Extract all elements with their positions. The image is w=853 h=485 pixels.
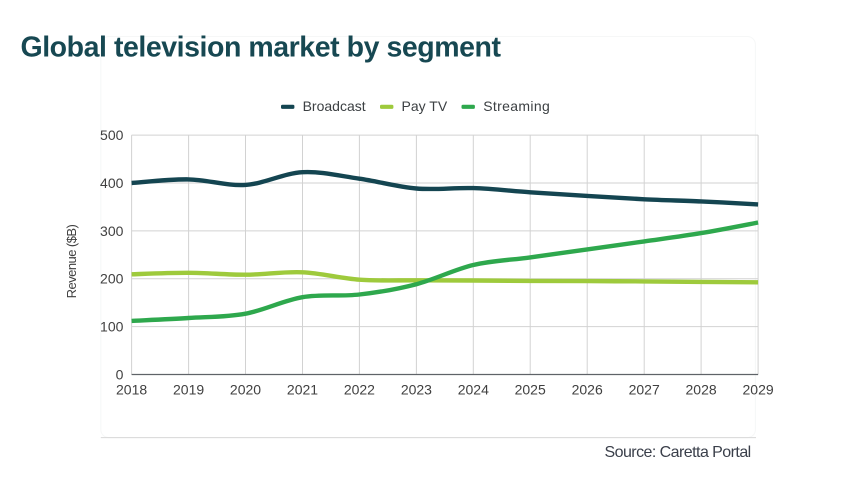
svg-text:2021: 2021 — [287, 382, 318, 398]
svg-text:2023: 2023 — [401, 382, 432, 398]
svg-text:Global television market by se: Global television market by segment — [21, 32, 502, 64]
svg-text:2022: 2022 — [344, 382, 375, 398]
svg-text:300: 300 — [100, 223, 124, 239]
svg-text:2028: 2028 — [686, 382, 717, 398]
svg-text:Source: Caretta Portal: Source: Caretta Portal — [604, 444, 750, 461]
svg-text:0: 0 — [116, 367, 124, 383]
svg-text:Revenue ($B): Revenue ($B) — [64, 224, 79, 298]
svg-text:500: 500 — [100, 127, 124, 143]
svg-text:2019: 2019 — [173, 382, 204, 398]
svg-text:100: 100 — [100, 319, 124, 335]
svg-text:2029: 2029 — [743, 382, 774, 398]
svg-text:Broadcast: Broadcast — [303, 98, 366, 114]
svg-text:Pay TV: Pay TV — [402, 98, 448, 114]
svg-text:2020: 2020 — [230, 382, 261, 398]
svg-text:400: 400 — [100, 175, 124, 191]
svg-text:2026: 2026 — [572, 382, 603, 398]
svg-text:2018: 2018 — [116, 382, 147, 398]
svg-text:Streaming: Streaming — [483, 98, 550, 114]
svg-text:200: 200 — [100, 271, 124, 287]
svg-text:2024: 2024 — [458, 382, 489, 398]
svg-text:2027: 2027 — [629, 382, 660, 398]
svg-text:2025: 2025 — [515, 382, 546, 398]
